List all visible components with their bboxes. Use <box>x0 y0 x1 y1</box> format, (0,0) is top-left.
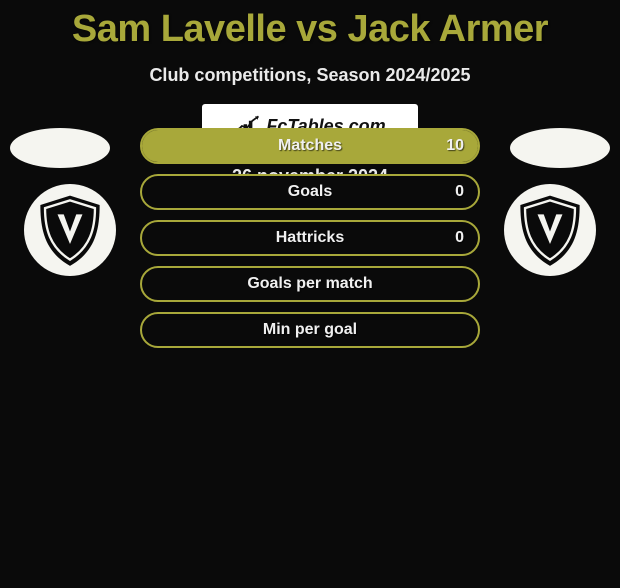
stat-value-right: 0 <box>424 183 464 201</box>
stat-label: Matches <box>196 137 424 155</box>
subtitle: Club competitions, Season 2024/2025 <box>0 65 620 86</box>
stats-container: Matches10Goals0Hattricks0Goals per match… <box>140 128 480 358</box>
stat-row: Goals per match <box>140 266 480 302</box>
stat-row: Matches10 <box>140 128 480 164</box>
stat-row: Min per goal <box>140 312 480 348</box>
club-badge-left <box>24 184 116 276</box>
stat-label: Goals per match <box>196 275 424 293</box>
shield-icon <box>31 191 109 269</box>
stat-row: Goals0 <box>140 174 480 210</box>
stat-row: Hattricks0 <box>140 220 480 256</box>
stat-value-right: 10 <box>424 137 464 155</box>
player-photo-left <box>10 128 110 168</box>
stat-label: Min per goal <box>196 321 424 339</box>
page-title: Sam Lavelle vs Jack Armer <box>0 8 620 51</box>
stat-label: Goals <box>196 183 424 201</box>
club-badge-right <box>504 184 596 276</box>
shield-icon <box>511 191 589 269</box>
stat-value-right: 0 <box>424 229 464 247</box>
player-photo-right <box>510 128 610 168</box>
stat-label: Hattricks <box>196 229 424 247</box>
